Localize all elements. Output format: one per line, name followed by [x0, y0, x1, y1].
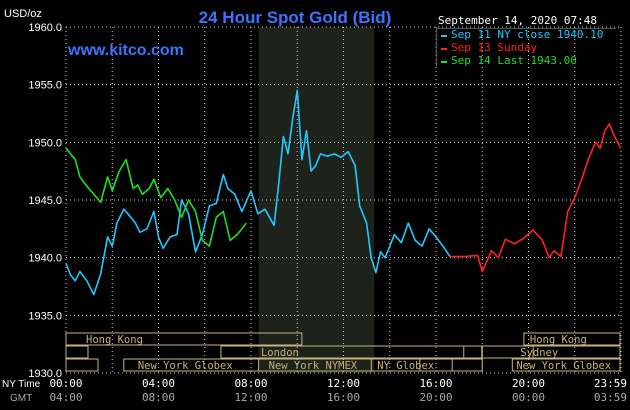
- x-tick-label-ny: 00:00: [49, 377, 82, 390]
- y-tick-label: 1930.0: [28, 368, 62, 380]
- legend-last: Sep 14 Last 1943.00: [451, 54, 577, 67]
- trading-sessions: Hong Kong London New York Globex New York N…: [65, 332, 621, 372]
- legend-bracket-top: [436, 28, 616, 29]
- session-box: [258, 358, 453, 372]
- legend-ny-close: Sep 11 NY close 1940.10: [451, 28, 603, 41]
- legend-swatch-last: [441, 61, 447, 63]
- chart-title: 24 Hour Spot Gold (Bid): [199, 8, 392, 27]
- x-tick-label-ny: 12:00: [327, 377, 360, 390]
- legend: Sep 11 NY close 1940.10 Sep 13 Sunday Se…: [436, 28, 616, 67]
- x-tick-label-ny: 04:00: [142, 377, 175, 390]
- y-tick-label: 1950.0: [28, 137, 62, 149]
- session-box: [370, 358, 483, 372]
- x-tick-label-ny: 20:00: [512, 377, 545, 390]
- x-tick-label-ny: 08:00: [234, 377, 267, 390]
- x-tick-label-gmt: 03:59: [594, 391, 627, 404]
- ny-time-label: NY Time: [2, 379, 41, 390]
- legend-bracket-side: [436, 28, 437, 66]
- x-tick-label-gmt: 04:00: [49, 391, 82, 404]
- y-tick-label: 1955.0: [28, 80, 62, 92]
- x-tick-label-gmt: 12:00: [234, 391, 267, 404]
- legend-swatch-ny-close: [441, 35, 447, 37]
- session-box: [220, 345, 534, 359]
- y-tick-label: 1935.0: [28, 310, 62, 322]
- y-tick-label: 1940.0: [28, 253, 62, 265]
- session-label: Sydney: [520, 347, 558, 359]
- series-line-0: [65, 89, 451, 296]
- x-tick-label-ny: 23:59: [594, 377, 627, 390]
- session-label: London: [261, 347, 299, 359]
- session-label: Hong Kong: [86, 334, 143, 346]
- session-label: Hong Kong: [530, 334, 587, 346]
- session-box: [65, 332, 303, 346]
- gmt-label: GMT: [10, 393, 32, 404]
- x-axis: 00:00 04:00 08:00 12:00 16:00 20:00 23:5904:00…: [49, 377, 627, 404]
- session-label: New York NYMEX: [269, 360, 358, 372]
- series-line-2: [65, 147, 248, 247]
- session-label: New York Globex: [516, 360, 611, 372]
- units-label: USD/oz: [4, 8, 42, 20]
- series-line-1: [449, 123, 622, 273]
- price-series: [65, 89, 622, 296]
- session-label: New York Globex: [138, 360, 233, 372]
- session-stub: [65, 358, 99, 372]
- legend-sunday: Sep 13 Sunday: [451, 41, 537, 54]
- session-label: NY Globex: [377, 360, 434, 372]
- x-tick-label-gmt: 00:00: [512, 391, 545, 404]
- grid-lines: [65, 26, 622, 374]
- x-tick-label-gmt: 16:00: [327, 391, 360, 404]
- session-box: [511, 358, 621, 372]
- session-stub: [65, 345, 89, 359]
- y-axis: 1930.0 1935.0 1940.0 1945.0 1950.0 1955.0 1960…: [28, 22, 62, 380]
- timestamp: September 14, 2020 07:48: [438, 14, 597, 27]
- site-url: www.kitco.com: [67, 42, 184, 59]
- y-tick-label: 1960.0: [28, 22, 62, 34]
- x-tick-label-gmt: 20:00: [419, 391, 452, 404]
- session-box: [523, 332, 621, 346]
- y-tick-label: 1945.0: [28, 195, 62, 207]
- x-tick-label-ny: 16:00: [419, 377, 452, 390]
- x-tick-label-gmt: 08:00: [142, 391, 175, 404]
- session-box: [481, 345, 621, 359]
- nymex-session-shade: [258, 27, 375, 373]
- legend-swatch-sunday: [441, 48, 447, 50]
